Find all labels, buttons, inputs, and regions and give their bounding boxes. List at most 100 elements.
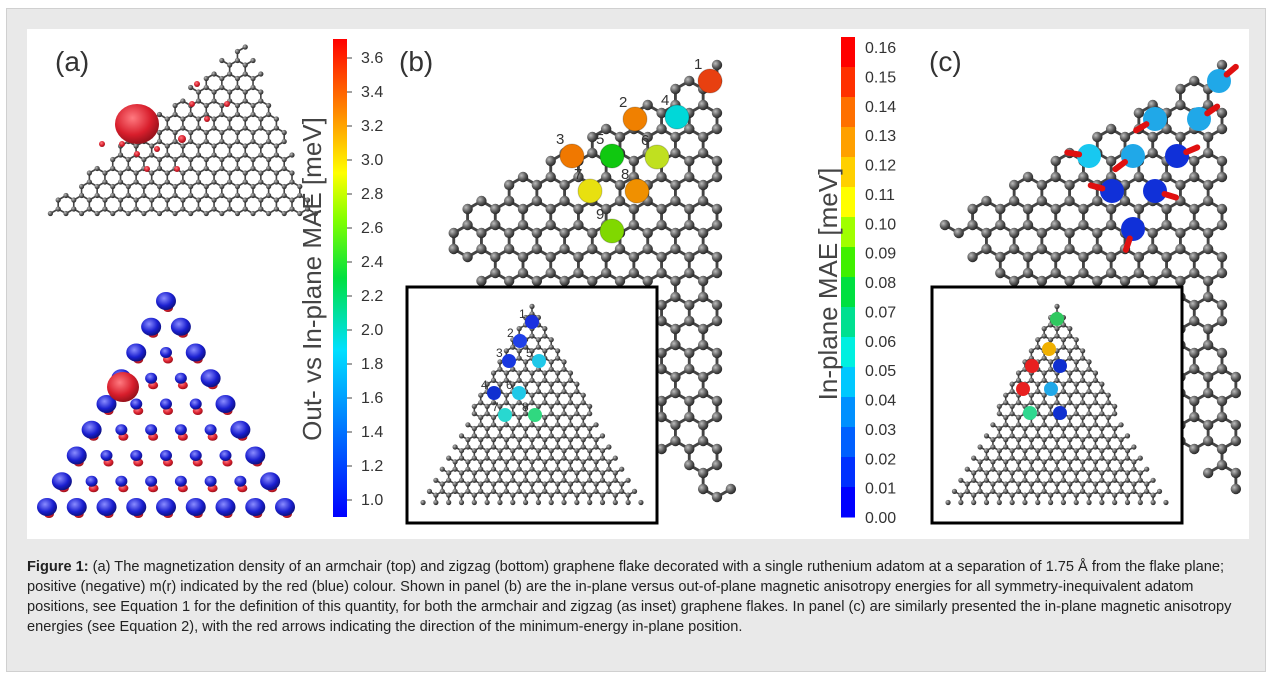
- colorbar-c-segment: [841, 367, 855, 398]
- colorbar-c-segment: [841, 487, 855, 518]
- density-lobe-negative: [160, 450, 172, 461]
- colorbar-c-segment: [841, 97, 855, 128]
- density-lobe-positive: [224, 101, 230, 107]
- colorbar-c-tick-label: 0.09: [865, 246, 896, 263]
- adatom-marker: [1077, 144, 1101, 168]
- adatom-site-label: 5: [596, 131, 604, 148]
- density-lobe-negative: [189, 450, 202, 461]
- density-lobe-positive: [154, 146, 160, 152]
- density-lobe-positive: [144, 166, 150, 172]
- adatom-site-label: 1: [694, 56, 702, 73]
- adatom-site-label: 6: [506, 378, 513, 392]
- density-lobe-negative: [66, 498, 87, 516]
- colorbar-b-title: Out- vs In-plane MAE [meV]: [297, 117, 327, 441]
- density-lobe-negative: [204, 424, 217, 436]
- density-lobe-negative: [219, 450, 232, 461]
- colorbar-c-segment: [841, 277, 855, 308]
- density-lobe-positive: [204, 116, 210, 122]
- adatom-site-label: 4: [661, 92, 669, 109]
- colorbar-c-tick-label: 0.13: [865, 128, 896, 145]
- inset-adatom-site-6: 6: [506, 378, 526, 400]
- adatom-site-9: [1121, 217, 1145, 253]
- colorbar-b-tick-label: 1.0: [361, 492, 383, 509]
- density-lobe-negative: [275, 498, 295, 516]
- density-lobe-negative: [156, 498, 176, 516]
- density-lobe-negative: [126, 343, 147, 362]
- density-lobe-negative: [200, 369, 221, 388]
- adatom-marker: [513, 334, 527, 348]
- inset-adatom-site-6: [1044, 382, 1058, 396]
- colorbar-b-tick-label: 1.6: [361, 390, 383, 407]
- colorbar-b-ticks: 3.6 3.4 3.2 3.0 2.8 2.6 2.4 2.2 2.0 1.8 1.6 1.4 1.2 1…: [347, 50, 383, 509]
- minimum-energy-arrow: [1133, 121, 1150, 134]
- colorbar-c-tick-label: 0.10: [865, 216, 896, 233]
- colorbar-c-tick-label: 0.04: [865, 393, 896, 410]
- adatom-site-8: [1143, 179, 1180, 203]
- density-lobe-negative: [115, 475, 128, 487]
- inset-adatom-site-7: [1023, 406, 1037, 420]
- density-lobe-negative: [96, 498, 117, 516]
- density-lobe-negative: [37, 498, 57, 516]
- colorbar-b-tick-label: 3.4: [361, 84, 383, 101]
- adatom-site-label: 4: [481, 378, 488, 392]
- density-lobe-positive: [194, 81, 200, 87]
- adatom-marker: [532, 354, 546, 368]
- colorbar-b-tick-label: 2.0: [361, 322, 383, 339]
- panel-c: [930, 59, 1242, 525]
- density-lobe-negative: [126, 498, 147, 516]
- density-lobe-negative: [145, 424, 158, 436]
- inset-zigzag-flake: 123 4 5 67 8: [405, 285, 659, 525]
- density-lobe-negative: [174, 424, 187, 436]
- density-lobe-negative: [81, 420, 102, 439]
- minimum-energy-arrow: [1064, 149, 1083, 158]
- adatom-marker: [624, 178, 650, 204]
- density-lobe-negative: [130, 450, 143, 461]
- adatom-site-3: 3: [556, 131, 585, 169]
- adatom-marker: [599, 143, 625, 169]
- zigzag-flake-density: [37, 292, 295, 518]
- adatom-site-6: [1165, 144, 1201, 168]
- density-lobe-negative: [141, 317, 162, 336]
- adatom-marker: [502, 354, 516, 368]
- inset-adatom-site-8: [1053, 406, 1067, 420]
- density-lobe-negative: [189, 398, 202, 410]
- colorbar-c-segment: [841, 157, 855, 188]
- colorbar-b-tick-label: 1.4: [361, 424, 383, 441]
- adatom-site-6: 6: [641, 132, 670, 170]
- density-lobe-negative: [174, 372, 187, 384]
- colorbar-c-tick-label: 0.05: [865, 363, 896, 380]
- density-lobe-negative: [234, 475, 247, 487]
- minimum-energy-arrow: [1161, 190, 1180, 201]
- panel-b-label: (b): [399, 46, 433, 77]
- inset-adatom-site-4: 4: [481, 378, 501, 400]
- density-lobe-positive: [174, 166, 180, 172]
- density-lobe-negative: [245, 498, 266, 516]
- colorbar-c-tick-label: 0.16: [865, 40, 896, 57]
- density-lobe-negative: [66, 446, 87, 465]
- density-lobe-negative: [100, 450, 113, 461]
- panel-a: [37, 44, 318, 518]
- colorbar-b-tick-label: 3.6: [361, 50, 383, 67]
- density-lobe-positive: [119, 141, 125, 147]
- density-lobe-negative: [85, 475, 98, 487]
- colorbar-c-tick-label: 0.12: [865, 158, 896, 175]
- density-lobe-negative: [215, 395, 236, 413]
- adatom-marker: [512, 386, 526, 400]
- adatom-site-label: 7: [574, 166, 582, 183]
- adatom-marker: [577, 178, 603, 204]
- adatom-density-lobe: [107, 372, 139, 402]
- adatom-site-3: [1187, 103, 1221, 131]
- inset-adatom-site-2: 2: [507, 326, 527, 348]
- panel-c-label: (c): [929, 46, 962, 77]
- density-lobe-negative: [160, 347, 172, 358]
- adatom-marker: [528, 408, 542, 422]
- inset-adatom-site-3: [1025, 359, 1039, 373]
- density-lobe-negative: [145, 475, 158, 487]
- colorbar-c-segment: [841, 37, 855, 68]
- adatom-site-label: 6: [641, 132, 649, 149]
- inset-adatom-site-5: 5: [526, 346, 546, 368]
- adatom-site-4: [1064, 144, 1101, 168]
- colorbar-b-tick-label: 2.2: [361, 288, 383, 305]
